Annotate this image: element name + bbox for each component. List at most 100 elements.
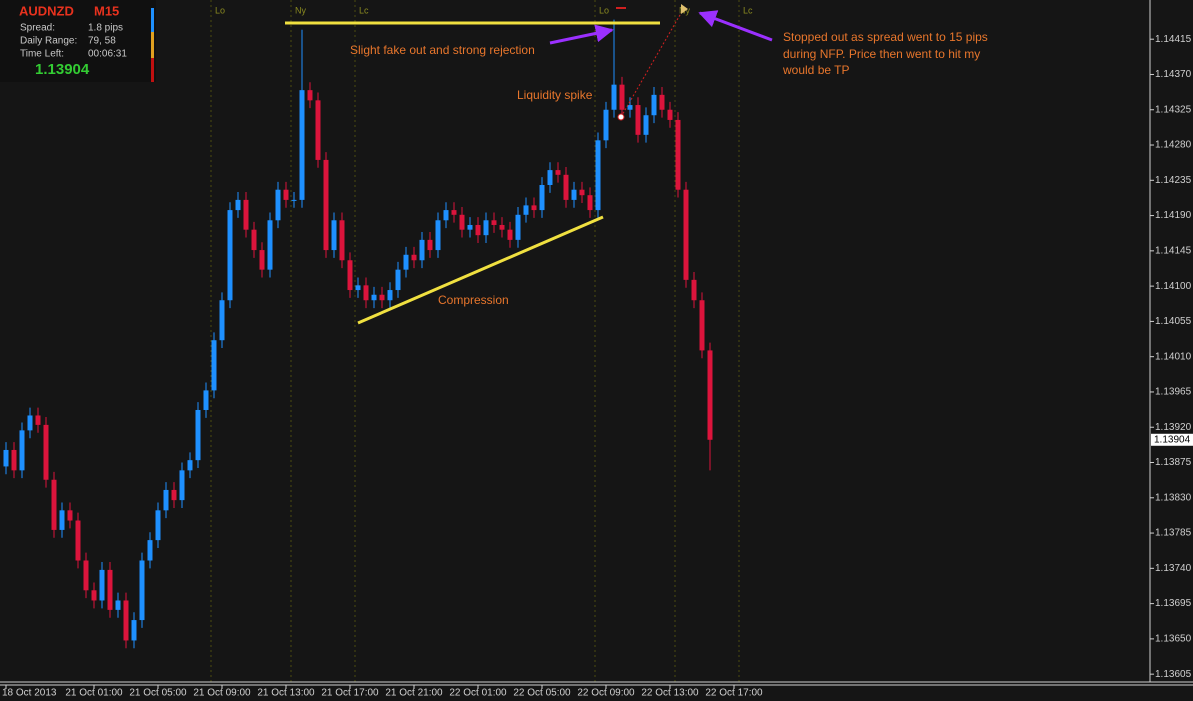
candle-body bbox=[699, 300, 705, 351]
session-label: Lc bbox=[359, 5, 369, 15]
candle-body bbox=[427, 239, 433, 251]
candle-body bbox=[515, 214, 521, 240]
candle-body bbox=[603, 109, 609, 141]
candle-body bbox=[235, 199, 241, 211]
candle-body bbox=[131, 620, 137, 641]
candle-body bbox=[291, 199, 297, 201]
candle-body bbox=[707, 350, 713, 440]
candle-body bbox=[3, 449, 9, 467]
candle-body bbox=[667, 109, 673, 120]
y-tick-label: 1.13650 bbox=[1155, 634, 1192, 645]
candle-body bbox=[203, 390, 209, 410]
candle-body bbox=[323, 159, 329, 251]
candle-body bbox=[51, 479, 57, 530]
annotation: would be TP bbox=[782, 63, 850, 77]
candle-body bbox=[219, 300, 225, 341]
annotation: Compression bbox=[438, 293, 509, 307]
y-tick-label: 1.14280 bbox=[1155, 140, 1192, 151]
candle-body bbox=[355, 285, 361, 291]
candle-body bbox=[83, 560, 89, 591]
info-value: 1.8 pips bbox=[88, 23, 123, 34]
candle-body bbox=[307, 90, 313, 101]
annotation: Stopped out as spread went to 15 pips bbox=[783, 30, 988, 44]
x-tick-label: 22 Oct 09:00 bbox=[577, 688, 635, 699]
x-tick-label: 21 Oct 21:00 bbox=[385, 688, 443, 699]
candle-body bbox=[627, 105, 633, 110]
current-price: 1.13904 bbox=[35, 61, 90, 78]
candle-body bbox=[555, 170, 561, 175]
candle-body bbox=[563, 174, 569, 200]
candle-body bbox=[419, 239, 425, 261]
candle-body bbox=[571, 189, 577, 200]
candle-body bbox=[43, 424, 49, 480]
trade-line bbox=[620, 7, 685, 118]
candle-body bbox=[115, 600, 121, 610]
candle-body bbox=[299, 90, 305, 200]
candle-body bbox=[179, 470, 185, 501]
candle-body bbox=[587, 195, 593, 211]
candle-body bbox=[371, 294, 377, 301]
candle-body bbox=[547, 170, 553, 186]
annotation: Liquidity spike bbox=[517, 88, 593, 102]
annotation: during NFP. Price then went to hit my bbox=[783, 47, 980, 61]
candle-body bbox=[595, 140, 601, 211]
candle-body bbox=[99, 569, 105, 601]
y-tick-label: 1.13965 bbox=[1155, 387, 1192, 398]
candle-body bbox=[659, 94, 665, 110]
candle-body bbox=[243, 199, 249, 230]
y-tick-label: 1.14100 bbox=[1155, 281, 1192, 292]
candle-body bbox=[675, 119, 681, 190]
candle-body bbox=[523, 205, 529, 215]
candle-body bbox=[363, 285, 369, 301]
candle-body bbox=[475, 224, 481, 236]
y-tick-label: 1.13605 bbox=[1155, 669, 1192, 680]
candle-body bbox=[267, 220, 273, 270]
candle-body bbox=[163, 489, 169, 511]
candle-body bbox=[611, 84, 617, 110]
info-value: 00:06:31 bbox=[88, 49, 127, 60]
candle-body bbox=[507, 229, 513, 240]
candle-body bbox=[155, 510, 161, 541]
trend-line bbox=[357, 215, 604, 325]
candle-body bbox=[635, 105, 641, 135]
x-tick-label: 18 Oct 2013 bbox=[2, 688, 57, 699]
candle-body bbox=[467, 224, 473, 230]
candle-body bbox=[539, 185, 545, 211]
candle-body bbox=[251, 229, 257, 251]
candle-body bbox=[331, 220, 337, 251]
candle-body bbox=[531, 205, 537, 211]
info-label: Time Left: bbox=[20, 49, 64, 60]
candle-body bbox=[499, 224, 505, 230]
indicator-bar bbox=[151, 32, 154, 58]
indicator-bar bbox=[151, 8, 154, 32]
y-tick-label: 1.14190 bbox=[1155, 210, 1192, 221]
candle-body bbox=[59, 510, 65, 530]
candle-body bbox=[387, 290, 393, 301]
info-value: 79, 58 bbox=[88, 36, 116, 47]
candle-body bbox=[67, 510, 73, 521]
symbol: AUDNZD bbox=[19, 3, 74, 18]
candle-body bbox=[27, 415, 33, 431]
y-tick-label: 1.14325 bbox=[1155, 104, 1192, 115]
candle-body bbox=[75, 520, 81, 561]
session-label: Lo bbox=[599, 5, 609, 15]
x-tick-label: 22 Oct 01:00 bbox=[449, 688, 507, 699]
y-tick-label: 1.14415 bbox=[1155, 34, 1192, 45]
candle-body bbox=[579, 189, 585, 196]
candle-body bbox=[459, 214, 465, 230]
candle-body bbox=[619, 84, 625, 110]
y-tick-label: 1.13830 bbox=[1155, 492, 1192, 503]
candle-body bbox=[211, 340, 217, 391]
info-label: Spread: bbox=[20, 23, 55, 34]
candle-body bbox=[187, 460, 193, 471]
session-label: Lo bbox=[215, 5, 225, 15]
timeframe: M15 bbox=[94, 3, 119, 18]
candle-body bbox=[643, 115, 649, 135]
y-tick-label: 1.13785 bbox=[1155, 528, 1192, 539]
arrow bbox=[549, 24, 614, 45]
x-tick-label: 21 Oct 05:00 bbox=[129, 688, 187, 699]
candle-body bbox=[435, 220, 441, 251]
session-label: Lc bbox=[743, 5, 753, 15]
